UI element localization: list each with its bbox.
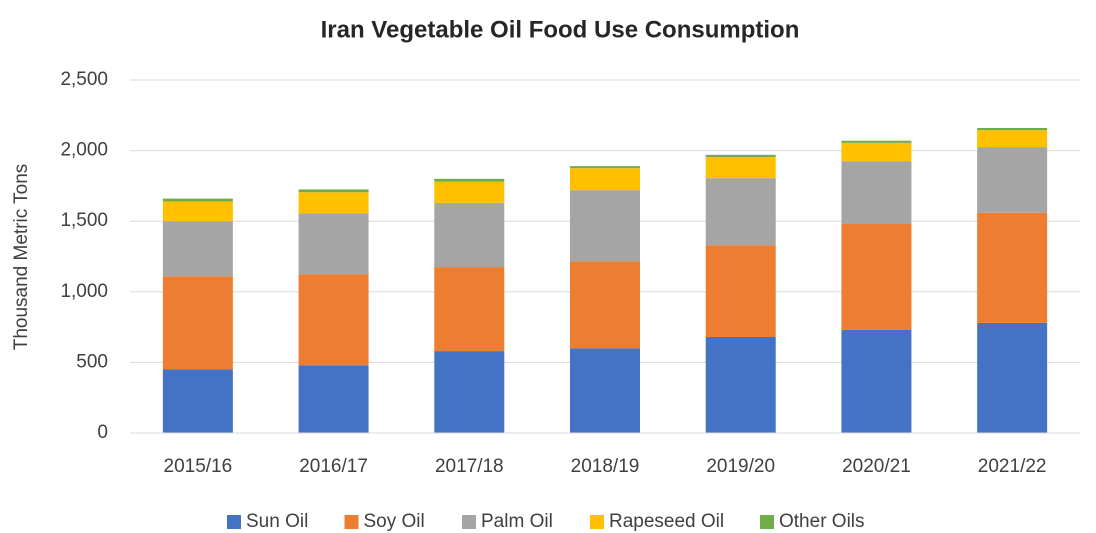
bar-segment bbox=[570, 166, 640, 169]
chart-title: Iran Vegetable Oil Food Use Consumption bbox=[321, 16, 800, 43]
x-tick-label: 2020/21 bbox=[842, 456, 911, 477]
bar-segment bbox=[570, 348, 640, 433]
bar-segment bbox=[162, 369, 233, 433]
bar-segment bbox=[298, 192, 369, 214]
legend-swatch bbox=[590, 515, 604, 529]
legend-label: Palm Oil bbox=[481, 511, 553, 532]
y-tick-label: 2,000 bbox=[60, 140, 108, 161]
y-tick-label: 1,500 bbox=[60, 210, 108, 231]
bar-segment bbox=[298, 365, 369, 433]
bar-segment bbox=[570, 261, 640, 349]
legend-label: Sun Oil bbox=[246, 511, 308, 532]
bar-segment bbox=[434, 351, 505, 433]
legend-swatch bbox=[344, 515, 359, 529]
y-tick-label: 2,500 bbox=[60, 69, 108, 90]
bar-segment bbox=[705, 154, 776, 157]
bar-segment bbox=[705, 156, 776, 179]
legend-swatch bbox=[462, 515, 476, 529]
bar-segment bbox=[162, 276, 233, 370]
bar-segment bbox=[162, 201, 233, 222]
bar-segment bbox=[977, 130, 1048, 148]
bar-segment bbox=[434, 267, 505, 352]
bar-segment bbox=[841, 142, 912, 162]
y-axis-label: Thousand Metric Tons bbox=[11, 164, 32, 351]
bar-segment bbox=[434, 181, 505, 203]
bar-segment bbox=[162, 221, 233, 277]
bar-segment bbox=[298, 274, 369, 366]
bar-segment bbox=[434, 178, 505, 182]
bar-segment bbox=[705, 178, 776, 246]
y-tick-label: 500 bbox=[76, 351, 108, 372]
x-tick-label: 2015/16 bbox=[164, 456, 233, 477]
legend-label: Other Oils bbox=[779, 511, 865, 532]
x-tick-label: 2016/17 bbox=[299, 456, 368, 477]
bar-segment bbox=[977, 322, 1048, 433]
bar-segment bbox=[298, 213, 369, 275]
bar-segment bbox=[977, 212, 1048, 323]
bar-segment bbox=[841, 224, 912, 330]
x-tick-label: 2018/19 bbox=[571, 456, 640, 477]
bar-segment bbox=[705, 245, 776, 337]
x-tick-label: 2017/18 bbox=[435, 456, 504, 477]
legend-label: Soy Oil bbox=[364, 511, 425, 532]
legend-swatch bbox=[227, 515, 241, 529]
legend-label: Rapeseed Oil bbox=[609, 511, 724, 532]
bar-segment bbox=[434, 202, 505, 268]
bar-segment bbox=[977, 147, 1048, 213]
y-tick-label: 1,000 bbox=[60, 281, 108, 302]
bar-segment bbox=[298, 189, 369, 193]
x-tick-label: 2021/22 bbox=[978, 456, 1047, 477]
bar-segment bbox=[841, 161, 912, 225]
bar-segment bbox=[570, 168, 640, 191]
x-tick-label: 2019/20 bbox=[706, 456, 775, 477]
bar-segment bbox=[162, 198, 233, 202]
bar-segment bbox=[841, 329, 912, 433]
bar-segment bbox=[570, 190, 640, 262]
bar-segment bbox=[841, 140, 912, 143]
legend-swatch bbox=[760, 515, 774, 529]
bar-segment bbox=[705, 336, 776, 433]
y-tick-label: 0 bbox=[97, 422, 108, 443]
bar-segment bbox=[977, 128, 1048, 131]
